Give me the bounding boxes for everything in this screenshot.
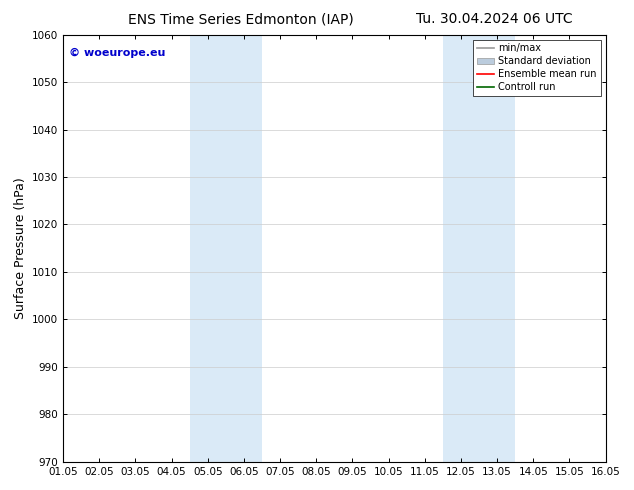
Bar	[443, 35, 479, 462]
Bar	[190, 35, 226, 462]
Bar	[226, 35, 262, 462]
Text: ENS Time Series Edmonton (IAP): ENS Time Series Edmonton (IAP)	[128, 12, 354, 26]
Y-axis label: Surface Pressure (hPa): Surface Pressure (hPa)	[13, 177, 27, 319]
Bar	[479, 35, 515, 462]
Text: Tu. 30.04.2024 06 UTC: Tu. 30.04.2024 06 UTC	[416, 12, 573, 26]
Text: © woeurope.eu: © woeurope.eu	[68, 48, 165, 57]
Legend: min/max, Standard deviation, Ensemble mean run, Controll run: min/max, Standard deviation, Ensemble me…	[473, 40, 601, 96]
